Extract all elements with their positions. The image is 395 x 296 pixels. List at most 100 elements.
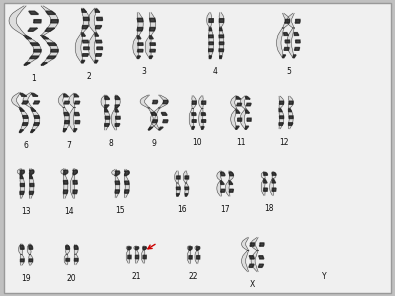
Polygon shape [251,250,258,272]
Polygon shape [150,36,153,39]
Polygon shape [20,175,24,198]
Polygon shape [137,36,141,39]
Polygon shape [96,54,102,56]
Polygon shape [51,20,58,23]
Polygon shape [126,246,130,250]
Polygon shape [258,264,263,267]
Polygon shape [82,25,88,29]
Polygon shape [240,96,246,109]
Polygon shape [30,175,34,198]
Polygon shape [217,171,222,181]
Polygon shape [185,176,189,179]
Polygon shape [31,108,40,133]
Polygon shape [294,47,299,50]
Polygon shape [242,250,249,272]
Polygon shape [201,113,205,115]
Ellipse shape [81,32,84,33]
Polygon shape [141,250,145,263]
Polygon shape [105,109,108,112]
Polygon shape [150,108,160,130]
Polygon shape [196,256,200,259]
Polygon shape [209,42,213,45]
Polygon shape [219,27,224,59]
Polygon shape [20,255,24,265]
Polygon shape [192,120,196,122]
Polygon shape [20,192,24,194]
Polygon shape [150,49,155,52]
Polygon shape [195,246,198,250]
Polygon shape [30,169,34,175]
Polygon shape [177,194,179,196]
Ellipse shape [40,35,44,36]
Ellipse shape [23,35,27,36]
Polygon shape [64,170,68,175]
Polygon shape [34,49,41,52]
Polygon shape [9,6,26,36]
Polygon shape [20,245,24,249]
Polygon shape [240,109,246,129]
Polygon shape [96,40,102,43]
Polygon shape [209,27,213,59]
Polygon shape [245,126,249,129]
Polygon shape [185,194,188,196]
Polygon shape [284,47,289,50]
Polygon shape [295,20,300,23]
Polygon shape [285,20,290,23]
Polygon shape [221,189,225,192]
Polygon shape [280,116,284,118]
Polygon shape [135,255,139,259]
Polygon shape [289,109,292,112]
Polygon shape [177,176,180,179]
Polygon shape [150,18,155,22]
Polygon shape [115,124,120,126]
Text: 5: 5 [286,67,291,75]
Polygon shape [282,55,286,58]
Polygon shape [272,180,276,183]
Polygon shape [236,96,241,99]
Polygon shape [83,40,88,43]
Polygon shape [289,116,293,118]
Ellipse shape [263,178,265,179]
Polygon shape [20,94,26,96]
Polygon shape [236,110,240,113]
Polygon shape [246,103,251,106]
Polygon shape [279,96,284,108]
Polygon shape [64,175,68,198]
Polygon shape [195,250,198,263]
Polygon shape [75,33,83,63]
Polygon shape [192,96,196,108]
Ellipse shape [209,27,211,28]
Polygon shape [30,43,40,45]
FancyBboxPatch shape [4,3,391,293]
Polygon shape [47,56,56,59]
Polygon shape [47,43,56,45]
Polygon shape [293,55,296,58]
Polygon shape [64,181,68,184]
Polygon shape [196,247,200,250]
Polygon shape [51,49,58,52]
Polygon shape [201,101,206,104]
Polygon shape [289,101,293,104]
Polygon shape [20,170,24,175]
Polygon shape [101,95,106,108]
Polygon shape [237,118,242,121]
Polygon shape [112,169,116,176]
Polygon shape [22,123,28,126]
Polygon shape [81,8,89,33]
Text: 13: 13 [21,207,30,216]
Polygon shape [229,171,233,181]
Polygon shape [19,130,23,133]
Polygon shape [152,100,158,104]
Polygon shape [66,258,70,261]
Text: 11: 11 [236,138,246,147]
Polygon shape [125,169,129,176]
Text: X: X [250,281,256,289]
Polygon shape [31,109,36,111]
Polygon shape [12,92,21,108]
Polygon shape [73,169,77,175]
Polygon shape [64,120,69,124]
Text: 18: 18 [264,204,273,213]
Polygon shape [29,255,33,265]
Polygon shape [259,256,264,259]
Ellipse shape [115,108,117,109]
